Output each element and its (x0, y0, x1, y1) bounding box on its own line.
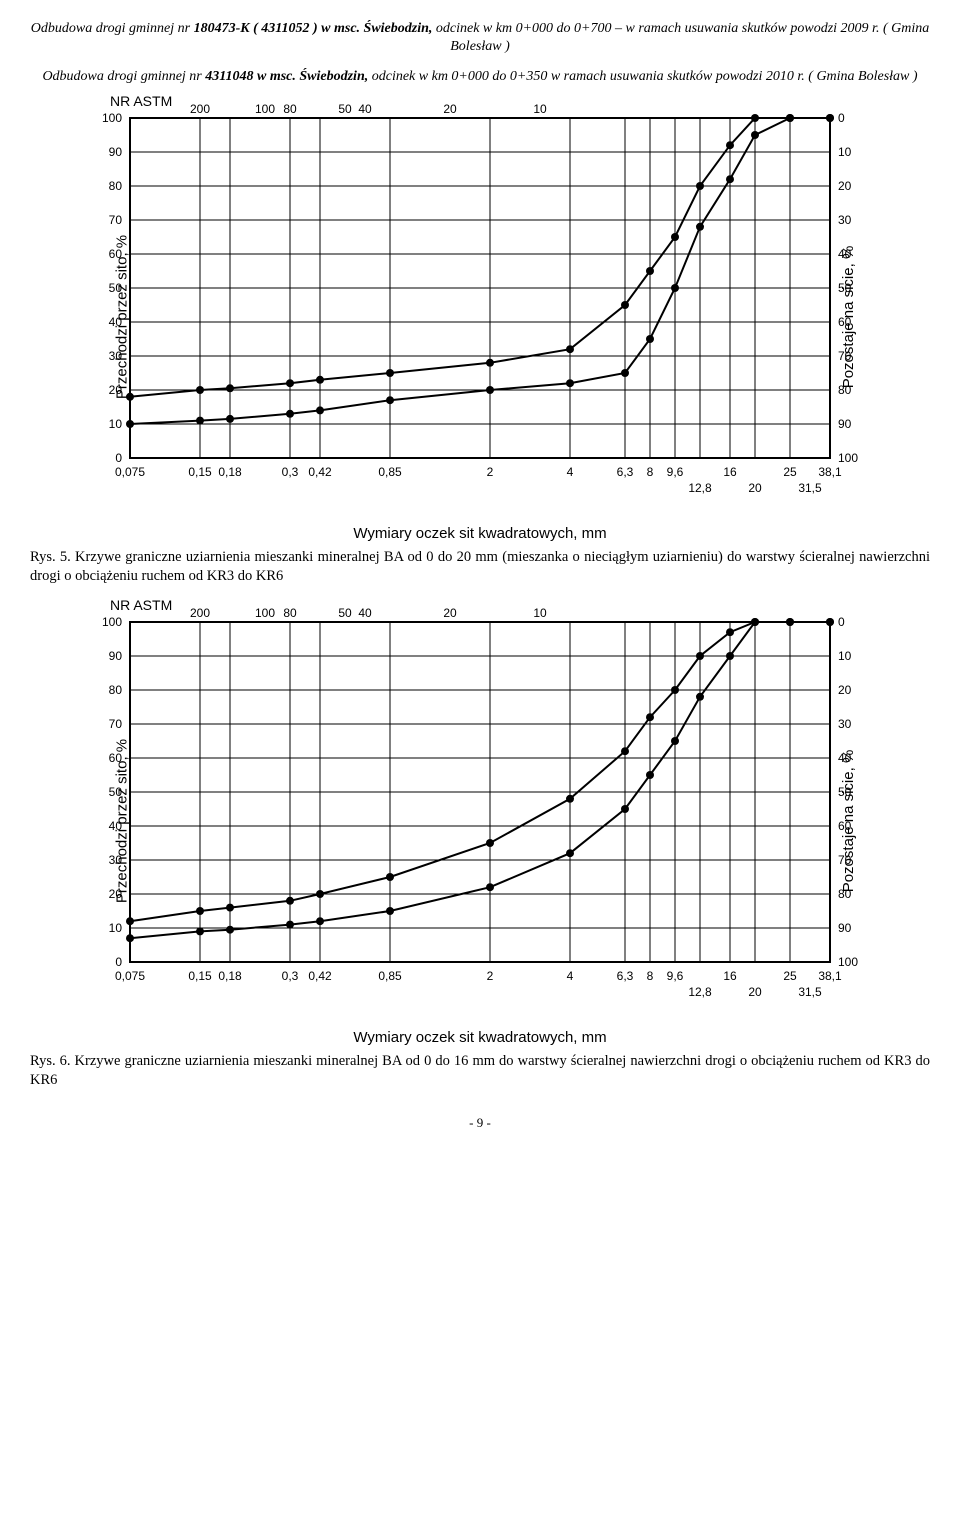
header1-prefix: Odbudowa drogi gminnej nr (31, 21, 194, 36)
fig6-caption: Rys. 6. Krzywe graniczne uziarnienia mie… (30, 1052, 930, 1091)
svg-text:0,18: 0,18 (218, 465, 242, 479)
svg-text:25: 25 (783, 465, 797, 479)
svg-text:20: 20 (838, 683, 852, 697)
svg-text:2: 2 (487, 969, 494, 983)
svg-text:20: 20 (748, 481, 762, 495)
page-header-2: Odbudowa drogi gminnej nr 4311048 w msc.… (30, 68, 930, 86)
svg-text:20: 20 (443, 102, 457, 116)
sieve-chart-svg: 2001008050402010010203040506070809010010… (50, 597, 910, 1027)
svg-text:10: 10 (838, 649, 852, 663)
svg-text:8: 8 (647, 969, 654, 983)
top-axis-label: NR ASTM (110, 93, 172, 109)
svg-text:4: 4 (567, 969, 574, 983)
svg-text:6,3: 6,3 (617, 969, 634, 983)
svg-text:16: 16 (723, 465, 737, 479)
top-axis-label: NR ASTM (110, 597, 172, 613)
svg-text:80: 80 (109, 179, 123, 193)
fig5-caption: Rys. 5. Krzywe graniczne uziarnienia mie… (30, 548, 930, 587)
header2-bold: 4311048 w msc. Świebodzin, (205, 69, 368, 84)
svg-text:80: 80 (283, 102, 297, 116)
svg-text:100: 100 (102, 615, 122, 629)
svg-text:6,3: 6,3 (617, 465, 634, 479)
svg-text:0,3: 0,3 (282, 465, 299, 479)
svg-text:10: 10 (533, 102, 547, 116)
svg-text:40: 40 (358, 606, 372, 620)
svg-text:12,8: 12,8 (688, 985, 712, 999)
svg-text:4: 4 (567, 465, 574, 479)
svg-text:200: 200 (190, 606, 210, 620)
svg-text:0,42: 0,42 (308, 969, 332, 983)
header2-suffix: odcinek w km 0+000 do 0+350 w ramach usu… (372, 69, 918, 84)
svg-text:70: 70 (109, 717, 123, 731)
svg-text:9,6: 9,6 (667, 969, 684, 983)
svg-text:2: 2 (487, 465, 494, 479)
sieve-chart-svg: 2001008050402010010203040506070809010010… (50, 93, 910, 523)
svg-text:0,18: 0,18 (218, 969, 242, 983)
x-axis-label: Wymiary oczek sit kwadratowych, mm (30, 525, 930, 542)
svg-text:0,15: 0,15 (188, 969, 212, 983)
y-right-label: Pozostaje na sicie, % (840, 246, 857, 389)
header1-bold: 180473-K ( 4311052 ) w msc. Świebodzin, (194, 21, 433, 36)
svg-text:90: 90 (838, 921, 852, 935)
svg-text:0,85: 0,85 (378, 465, 402, 479)
svg-text:100: 100 (838, 451, 858, 465)
svg-text:0: 0 (115, 451, 122, 465)
svg-text:20: 20 (748, 985, 762, 999)
y-left-label: Przechodzi przez sito, % (114, 235, 131, 399)
svg-text:200: 200 (190, 102, 210, 116)
sieve-chart-1: NR ASTM Przechodzi przez sito, % Pozosta… (30, 93, 930, 542)
x-axis-label: Wymiary oczek sit kwadratowych, mm (30, 1029, 930, 1046)
svg-text:100: 100 (255, 606, 275, 620)
svg-text:50: 50 (338, 102, 352, 116)
svg-text:31,5: 31,5 (798, 481, 822, 495)
svg-text:31,5: 31,5 (798, 985, 822, 999)
svg-text:90: 90 (109, 649, 123, 663)
svg-text:9,6: 9,6 (667, 465, 684, 479)
svg-text:38,1: 38,1 (818, 969, 842, 983)
svg-text:80: 80 (109, 683, 123, 697)
svg-text:30: 30 (838, 213, 852, 227)
svg-text:100: 100 (255, 102, 275, 116)
svg-text:100: 100 (838, 955, 858, 969)
svg-text:90: 90 (109, 145, 123, 159)
svg-text:10: 10 (533, 606, 547, 620)
svg-text:0: 0 (115, 955, 122, 969)
svg-text:20: 20 (443, 606, 457, 620)
svg-text:100: 100 (102, 111, 122, 125)
svg-text:40: 40 (358, 102, 372, 116)
svg-text:10: 10 (838, 145, 852, 159)
sieve-chart-2: NR ASTM Przechodzi przez sito, % Pozosta… (30, 597, 930, 1046)
svg-text:0,075: 0,075 (115, 465, 145, 479)
header1-suffix: odcinek w km 0+000 do 0+700 – w ramach u… (436, 21, 929, 54)
svg-text:70: 70 (109, 213, 123, 227)
y-right-label: Pozostaje na sicie, % (840, 750, 857, 893)
svg-text:50: 50 (338, 606, 352, 620)
svg-text:0,3: 0,3 (282, 969, 299, 983)
svg-text:38,1: 38,1 (818, 465, 842, 479)
page-number: - 9 - (30, 1115, 930, 1131)
svg-text:0,15: 0,15 (188, 465, 212, 479)
svg-text:80: 80 (283, 606, 297, 620)
svg-text:0,075: 0,075 (115, 969, 145, 983)
svg-text:0: 0 (838, 111, 845, 125)
svg-text:12,8: 12,8 (688, 481, 712, 495)
y-left-label: Przechodzi przez sito, % (114, 739, 131, 903)
svg-text:10: 10 (109, 921, 123, 935)
header2-prefix: Odbudowa drogi gminnej nr (42, 69, 205, 84)
svg-text:8: 8 (647, 465, 654, 479)
svg-text:90: 90 (838, 417, 852, 431)
svg-text:20: 20 (838, 179, 852, 193)
svg-text:10: 10 (109, 417, 123, 431)
svg-text:0: 0 (838, 615, 845, 629)
svg-text:25: 25 (783, 969, 797, 983)
svg-text:0,42: 0,42 (308, 465, 332, 479)
svg-text:30: 30 (838, 717, 852, 731)
page-header-1: Odbudowa drogi gminnej nr 180473-K ( 431… (30, 20, 930, 56)
svg-text:0,85: 0,85 (378, 969, 402, 983)
svg-text:16: 16 (723, 969, 737, 983)
